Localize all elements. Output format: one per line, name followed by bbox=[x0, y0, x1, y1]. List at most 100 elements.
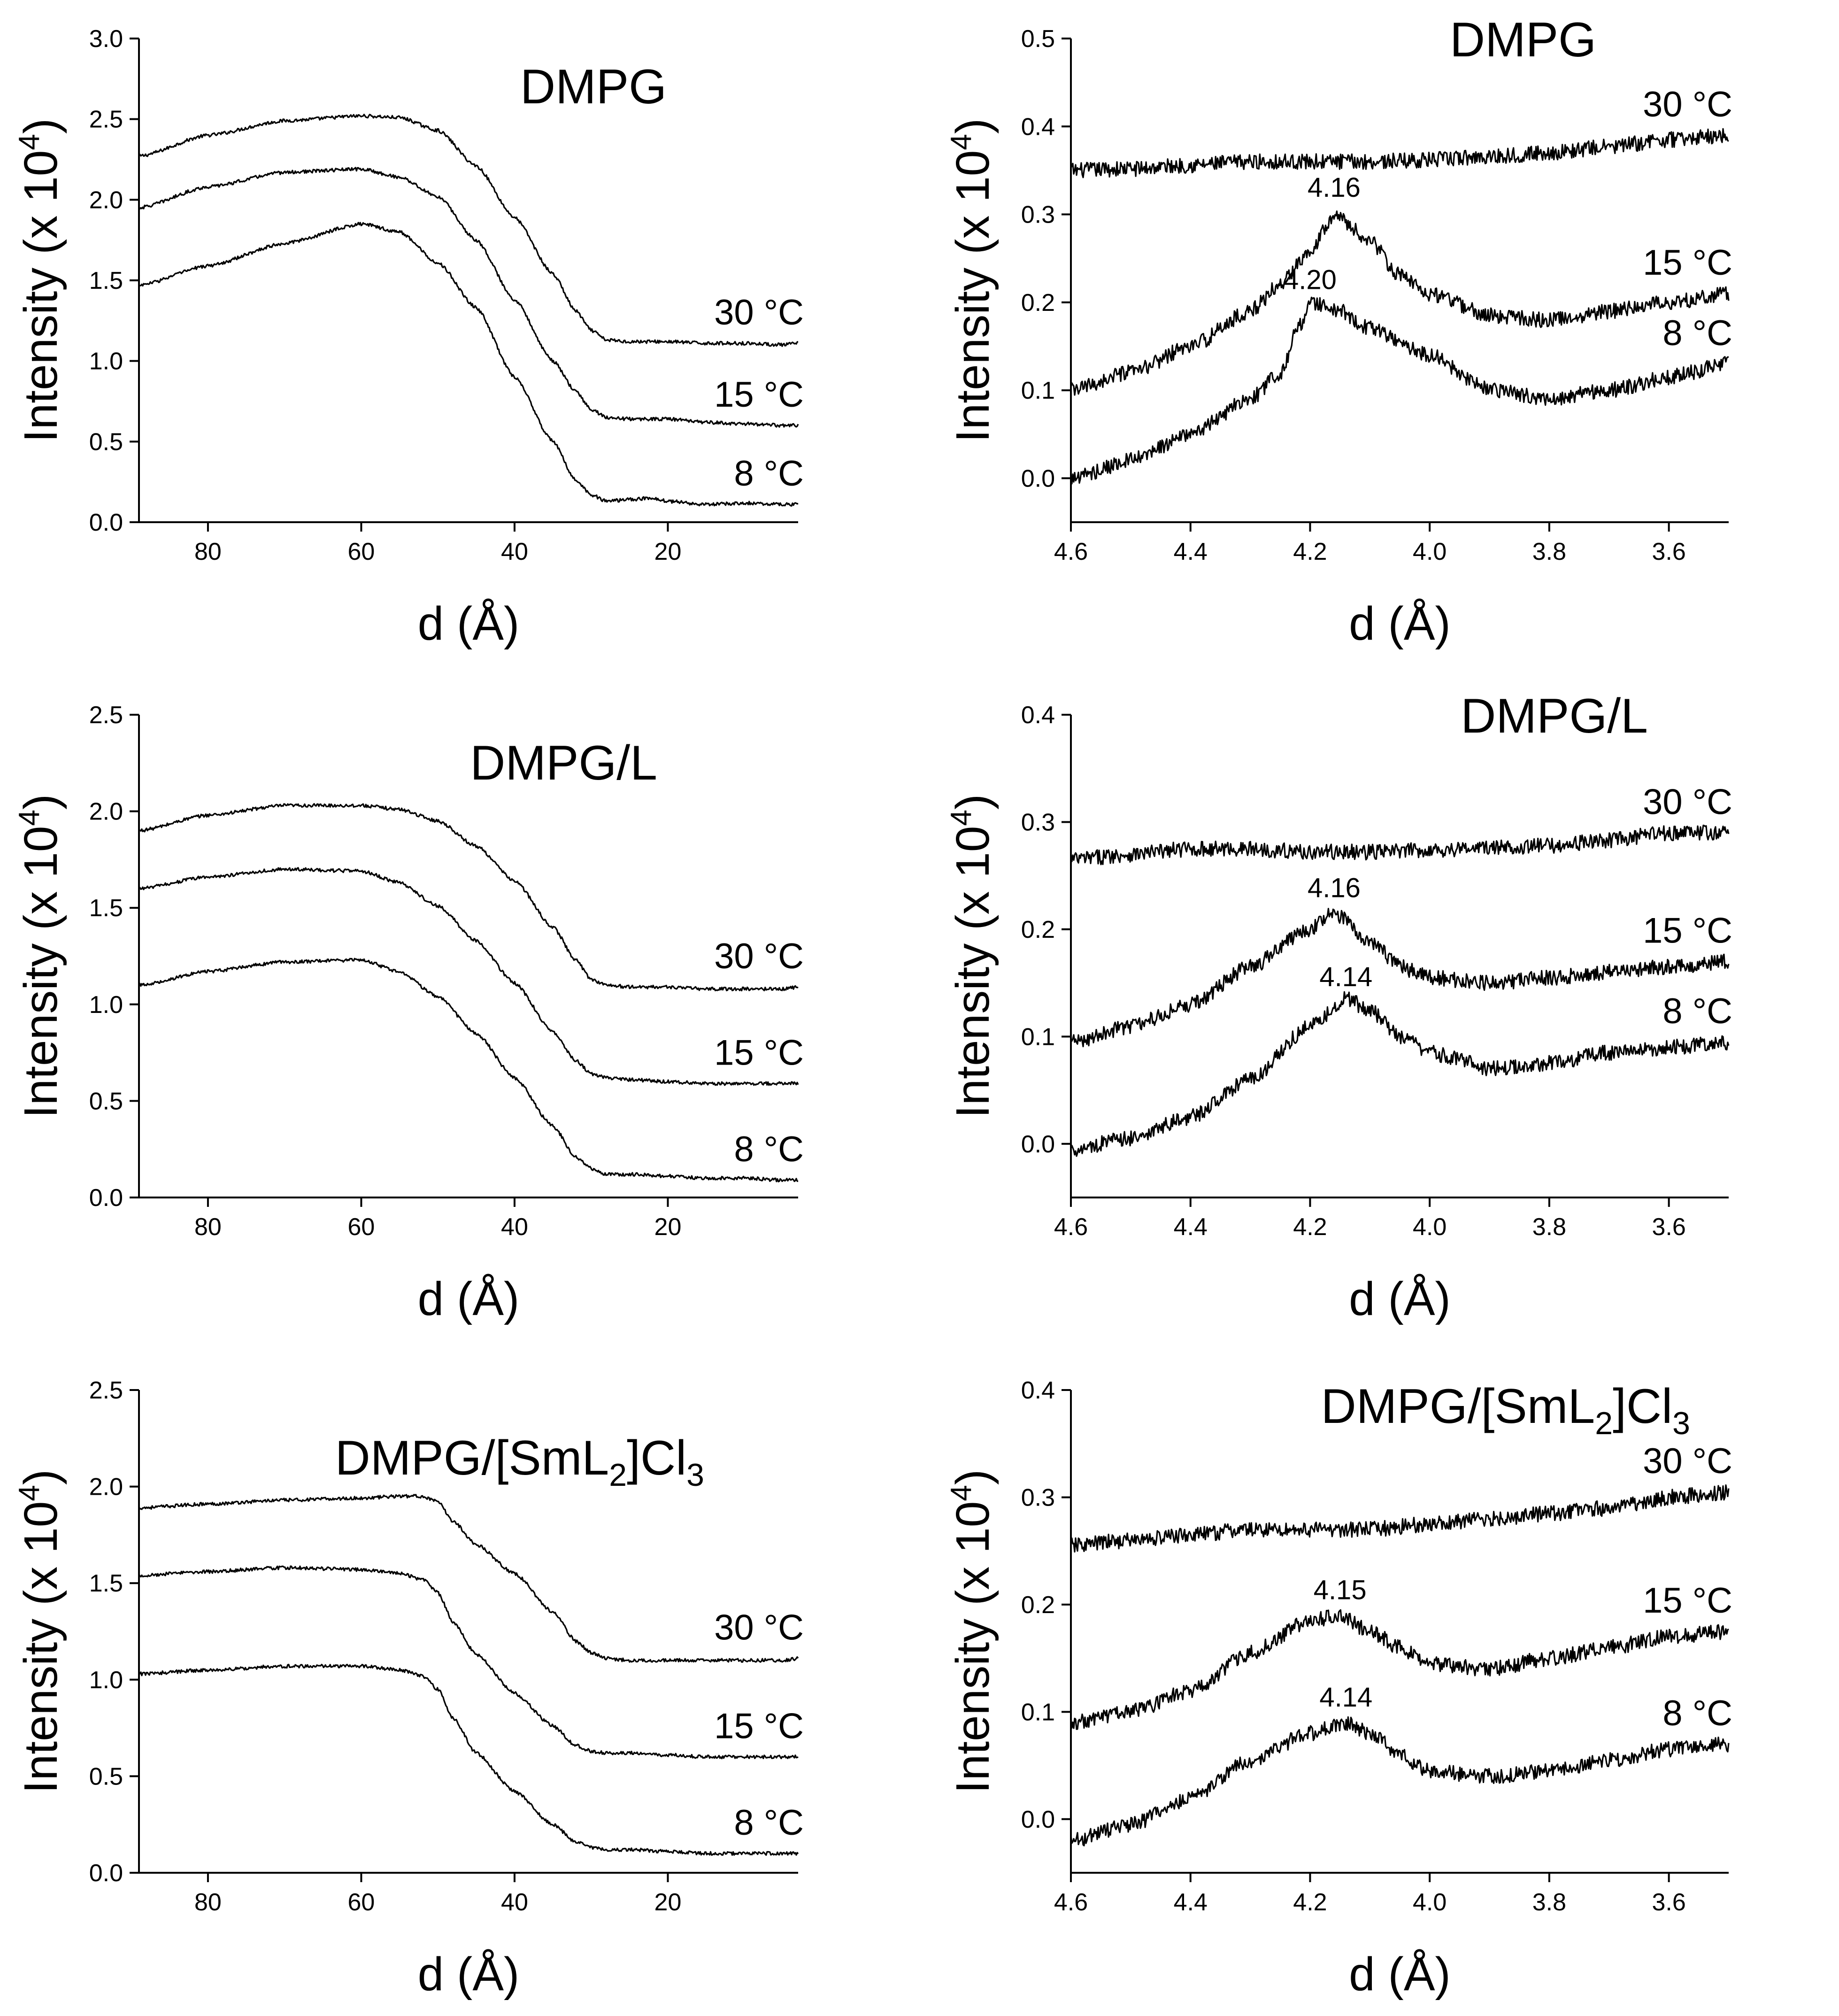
x-tick-label: 60 bbox=[348, 538, 375, 565]
panel-title: DMPG/L bbox=[470, 736, 657, 790]
y-tick-label: 3.0 bbox=[89, 25, 123, 53]
x-tick-label: 20 bbox=[654, 538, 682, 565]
series-line-15c bbox=[139, 867, 799, 1086]
x-tick-label: 3.6 bbox=[1652, 1213, 1685, 1241]
series-line-8c bbox=[138, 958, 799, 1182]
x-tick-label: 4.0 bbox=[1413, 1889, 1447, 1916]
x-axis-label: d (Å) bbox=[1349, 1273, 1451, 1325]
series-line-8c bbox=[1070, 296, 1729, 485]
y-tick-label: 0.0 bbox=[89, 509, 123, 536]
panel-title: DMPG bbox=[1450, 13, 1596, 67]
x-tick-label: 80 bbox=[194, 1213, 222, 1241]
series-label: 30 °C bbox=[1643, 782, 1732, 822]
y-tick-label: 0.1 bbox=[1021, 377, 1055, 404]
series-line-30c bbox=[138, 1494, 799, 1663]
panel-title: DMPG bbox=[520, 60, 667, 114]
y-tick-label: 1.5 bbox=[89, 267, 123, 294]
panel-p3: 0.0 0.5 1.0 1.5 2.0 2.5 80 60 40 20 Intensity (x 1… bbox=[13, 702, 804, 1325]
y-tick-label: 0.0 bbox=[89, 1184, 123, 1212]
y-tick-label: 0.2 bbox=[1021, 1591, 1055, 1619]
x-tick-label: 80 bbox=[194, 1889, 222, 1916]
x-tick-label: 20 bbox=[654, 1889, 682, 1916]
panel-p6: 0.0 0.1 0.2 0.3 0.4 4.6 4.4 4.2 4.0 3.8 3.6 Intensi… bbox=[945, 1377, 1732, 2001]
x-tick-label: 60 bbox=[348, 1889, 375, 1916]
x-tick-label: 4.2 bbox=[1293, 1213, 1327, 1241]
peak-label: 4.15 bbox=[1314, 1575, 1367, 1605]
y-tick-label: 0.0 bbox=[1021, 465, 1055, 492]
x-tick-label: 3.8 bbox=[1532, 1213, 1566, 1241]
x-tick-label: 4.2 bbox=[1293, 1889, 1327, 1916]
x-tick-label: 40 bbox=[501, 1889, 528, 1916]
y-axis-label: Intensity (x 104) bbox=[945, 118, 999, 442]
panel-title: DMPG/[SmL2]Cl3 bbox=[335, 1431, 704, 1493]
x-tick-label: 4.6 bbox=[1054, 538, 1088, 565]
series-label: 30 °C bbox=[714, 1608, 804, 1648]
series-label: 8 °C bbox=[734, 1129, 804, 1169]
y-tick-label: 1.5 bbox=[89, 1570, 123, 1597]
series-line-15c bbox=[1070, 1609, 1729, 1730]
series-line-15c bbox=[138, 167, 799, 428]
y-tick-label: 2.0 bbox=[89, 186, 123, 214]
series-label: 30 °C bbox=[1643, 85, 1732, 124]
x-tick-label: 4.6 bbox=[1054, 1213, 1088, 1241]
series-line-8c bbox=[1070, 1716, 1730, 1846]
x-tick-label: 4.4 bbox=[1174, 1889, 1208, 1916]
panel-p5: 0.0 0.5 1.0 1.5 2.0 2.5 80 60 40 20 Intensity (x 1… bbox=[13, 1377, 804, 2001]
series-line-30c bbox=[1070, 824, 1730, 865]
series-line-15c bbox=[1070, 908, 1730, 1048]
panel-p2: 0.0 0.1 0.2 0.3 0.4 0.5 4.6 4.4 4.2 4.0 3.8 3.6 Inte… bbox=[945, 13, 1732, 650]
series-label: 8 °C bbox=[1662, 313, 1732, 353]
y-tick-label: 1.5 bbox=[89, 895, 123, 922]
series-line-30c bbox=[138, 114, 799, 347]
x-tick-label: 60 bbox=[348, 1213, 375, 1241]
series-label: 8 °C bbox=[734, 1803, 804, 1843]
y-axis-label: Intensity (x 104) bbox=[13, 1469, 67, 1793]
y-tick-label: 0.5 bbox=[89, 1763, 123, 1790]
y-tick-label: 0.0 bbox=[1021, 1806, 1055, 1833]
y-axis-label: Intensity (x 104) bbox=[13, 118, 67, 442]
y-tick-label: 2.0 bbox=[89, 798, 123, 826]
peak-label: 4.16 bbox=[1308, 172, 1361, 203]
series-line-30c bbox=[139, 803, 799, 992]
y-tick-label: 2.5 bbox=[89, 702, 123, 729]
x-tick-label: 4.6 bbox=[1054, 1889, 1088, 1916]
y-tick-label: 0.5 bbox=[89, 428, 123, 456]
peak-label: 4.14 bbox=[1319, 962, 1372, 992]
y-tick-label: 0.2 bbox=[1021, 289, 1055, 317]
x-tick-label: 4.0 bbox=[1413, 538, 1447, 565]
y-tick-label: 0.1 bbox=[1021, 1699, 1055, 1726]
series-label: 15 °C bbox=[1643, 243, 1732, 283]
y-tick-label: 0.0 bbox=[89, 1860, 123, 1887]
series-line-30c bbox=[1070, 1484, 1730, 1553]
panel-p1: 0.0 0.5 1.0 1.5 2.0 2.5 3.0 80 60 40 20 Intensity (… bbox=[13, 25, 804, 650]
series-label: 15 °C bbox=[714, 1033, 804, 1073]
x-axis-label: d (Å) bbox=[1349, 597, 1451, 650]
series-label: 15 °C bbox=[1643, 911, 1732, 950]
x-tick-label: 20 bbox=[654, 1213, 682, 1241]
peak-label: 4.16 bbox=[1308, 873, 1361, 903]
y-tick-label: 0.4 bbox=[1021, 113, 1055, 140]
series-line-8c bbox=[1070, 991, 1730, 1157]
y-tick-label: 1.0 bbox=[89, 1667, 123, 1694]
x-axis-label: d (Å) bbox=[1349, 1948, 1451, 2001]
series-label: 30 °C bbox=[1643, 1441, 1732, 1481]
x-tick-label: 4.2 bbox=[1293, 538, 1327, 565]
y-tick-label: 0.5 bbox=[89, 1088, 123, 1115]
series-label: 8 °C bbox=[1662, 1693, 1732, 1733]
series-line-15c bbox=[1070, 210, 1730, 396]
panel-p4: 0.0 0.1 0.2 0.3 0.4 4.6 4.4 4.2 4.0 3.8 3.6 Intensi… bbox=[945, 689, 1732, 1325]
x-axis-label: d (Å) bbox=[418, 597, 520, 650]
x-tick-label: 80 bbox=[194, 538, 222, 565]
series-label: 30 °C bbox=[714, 293, 804, 332]
x-tick-label: 3.8 bbox=[1532, 538, 1566, 565]
series-label: 8 °C bbox=[734, 454, 804, 494]
series-label: 15 °C bbox=[1643, 1581, 1732, 1621]
y-tick-label: 1.0 bbox=[89, 348, 123, 375]
series-line-30c bbox=[1070, 128, 1729, 178]
y-tick-label: 0.1 bbox=[1021, 1023, 1055, 1050]
x-tick-label: 3.8 bbox=[1532, 1889, 1566, 1916]
x-axis-label: d (Å) bbox=[418, 1273, 520, 1325]
x-tick-label: 40 bbox=[501, 538, 528, 565]
panel-title: DMPG/[SmL2]Cl3 bbox=[1321, 1379, 1690, 1441]
x-tick-label: 4.0 bbox=[1413, 1213, 1447, 1241]
